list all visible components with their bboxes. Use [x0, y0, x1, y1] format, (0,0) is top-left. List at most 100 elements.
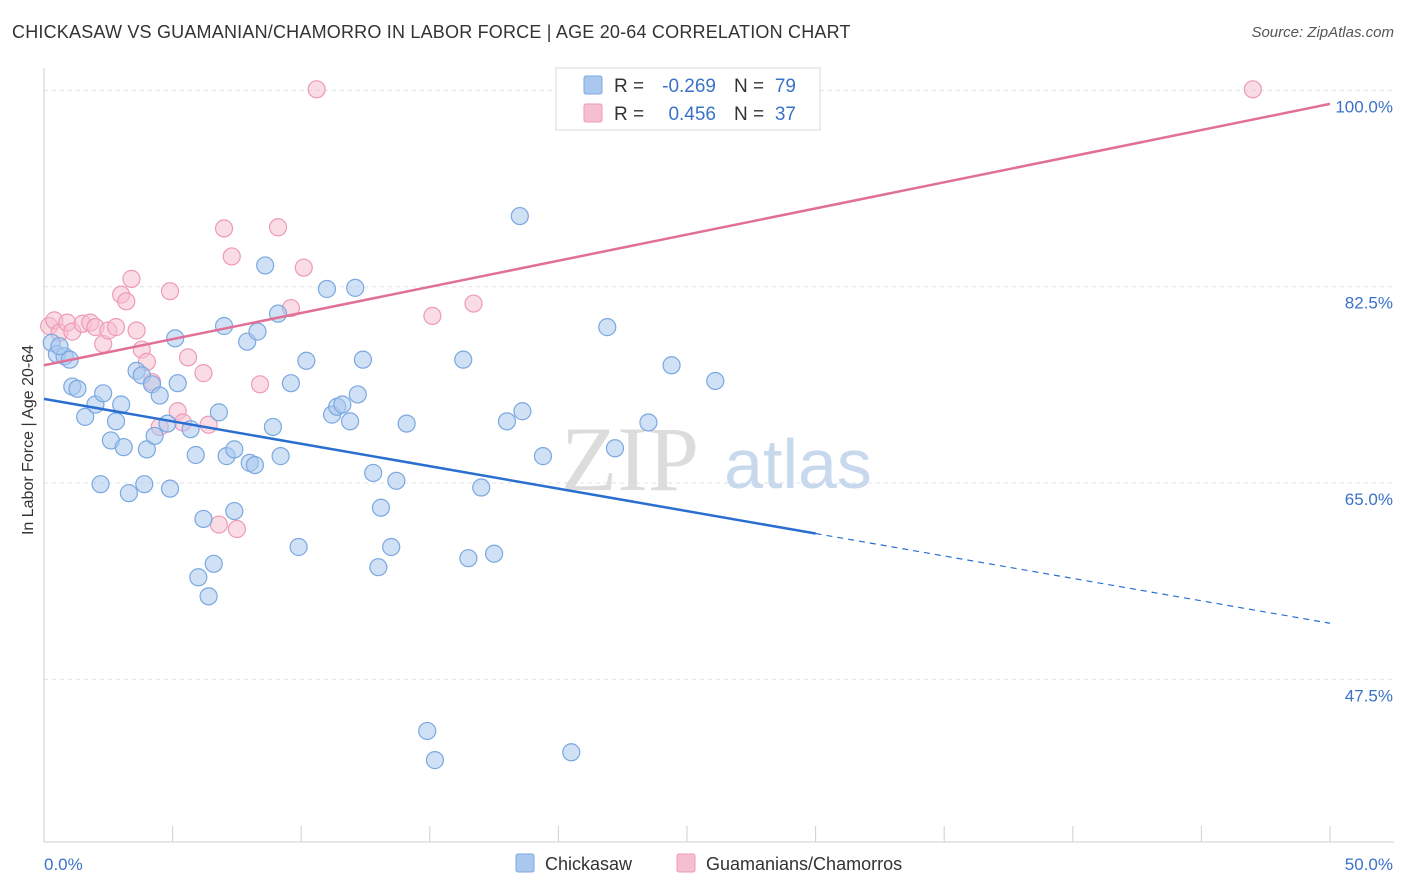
data-point-chickasaw [94, 384, 113, 403]
y-tick-label: 65.0% [1345, 490, 1393, 509]
trend-lines [43, 102, 1331, 624]
data-point-chickasaw [209, 403, 228, 422]
data-point-chickasaw [106, 412, 126, 431]
legend-swatch-blue [583, 75, 603, 95]
data-point-chickasaw [371, 498, 391, 517]
data-point-guamanian [178, 348, 198, 367]
data-point-chickasaw [706, 371, 725, 391]
data-point-chickasaw [510, 206, 529, 226]
data-point-chickasaw [387, 471, 406, 490]
data-point-guamanian [227, 519, 246, 539]
data-point-chickasaw [346, 278, 365, 297]
legend-pink-n-value: 37 [775, 104, 796, 125]
data-point-chickasaw [114, 438, 133, 457]
data-point-chickasaw [225, 440, 244, 459]
y-tick-label: 100.0% [1335, 97, 1393, 116]
data-point-chickasaw [472, 478, 491, 497]
watermark: ZIP atlas [561, 408, 872, 510]
trend-line-chickasaw [43, 397, 816, 535]
data-point-chickasaw [418, 721, 437, 741]
data-point-guamanian [464, 294, 483, 313]
data-point-chickasaw [662, 356, 681, 375]
data-point-chickasaw [68, 379, 87, 398]
data-point-chickasaw [245, 455, 265, 475]
data-point-chickasaw [533, 447, 553, 466]
data-point-chickasaw [91, 475, 110, 494]
trend-line-chickasaw-extension [815, 532, 1331, 624]
series-legend-blue: Chickasaw [545, 854, 633, 874]
data-point-chickasaw [214, 316, 234, 336]
data-point-guamanian [209, 515, 228, 534]
data-point-chickasaw [297, 351, 316, 370]
data-point-guamanian [250, 375, 270, 394]
legend-swatch-pink [583, 103, 603, 123]
data-point-guamanian [294, 258, 313, 277]
data-point-chickasaw [513, 402, 532, 421]
legend-blue-r-label: R = [614, 76, 644, 97]
series-legend-swatch-blue [515, 853, 535, 873]
chart-title: CHICKASAW VS GUAMANIAN/CHAMORRO IN LABOR… [12, 22, 851, 42]
legend-blue-r-value: -0.269 [662, 76, 716, 97]
data-point-chickasaw [248, 322, 267, 341]
data-point-chickasaw [189, 568, 208, 587]
data-point-chickasaw [168, 374, 187, 393]
axes [43, 68, 1394, 843]
x-tick-label: 0.0% [44, 855, 83, 874]
legend-pink-r-value: 0.456 [668, 104, 716, 125]
data-point-chickasaw [369, 558, 388, 577]
data-point-chickasaw [454, 350, 473, 369]
trend-line-guamanian [43, 102, 1331, 367]
data-point-chickasaw [317, 279, 337, 299]
legend-pink-n-label: N = [734, 104, 764, 125]
stats-legend: R = -0.269 N = 79 R = 0.456 N = 37 [555, 67, 821, 131]
data-point-chickasaw [397, 414, 416, 433]
data-point-chickasaw [598, 318, 617, 337]
source-credit: Source: ZipAtlas.com [1251, 24, 1394, 41]
data-point-chickasaw [160, 479, 180, 498]
data-point-guamanian [160, 282, 180, 301]
data-point-chickasaw [497, 412, 517, 431]
data-point-chickasaw [119, 484, 138, 503]
data-point-chickasaw [364, 463, 383, 483]
data-point-chickasaw [225, 501, 244, 521]
data-point-chickasaw [135, 475, 154, 494]
data-point-chickasaw [137, 440, 156, 459]
tick-labels: 47.5% 65.0% 82.5% 100.0% 0.0% 50.0% [44, 97, 1393, 874]
data-point-guamanian [423, 306, 442, 326]
legend-blue-n-label: N = [734, 76, 764, 97]
watermark-atlas: atlas [724, 425, 872, 503]
data-point-chickasaw [340, 412, 360, 431]
data-point-guamanian [122, 269, 141, 288]
data-point-guamanian [1243, 80, 1262, 99]
series-legend-pink: Guamanians/Chamorros [706, 854, 902, 874]
legend-blue-n-value: 79 [775, 76, 796, 97]
y-tick-label: 47.5% [1345, 686, 1393, 705]
data-point-chickasaw [605, 439, 625, 458]
data-point-chickasaw [459, 549, 478, 568]
data-point-guamanian [194, 364, 213, 383]
data-point-chickasaw [348, 385, 367, 404]
data-point-chickasaw [485, 544, 504, 563]
data-point-chickasaw [199, 587, 218, 606]
data-point-chickasaw [281, 374, 301, 393]
data-point-chickasaw [186, 445, 205, 465]
data-point-chickasaw [333, 395, 352, 414]
data-point-chickasaw [289, 537, 308, 557]
data-point-chickasaw [263, 417, 283, 437]
data-point-guamanian [106, 318, 126, 337]
series-legend: Chickasaw Guamanians/Chamorros [515, 853, 902, 874]
data-point-chickasaw [158, 414, 177, 433]
data-point-chickasaw [50, 337, 69, 356]
data-point-chickasaw [425, 751, 445, 770]
data-point-chickasaw [204, 554, 223, 573]
data-point-chickasaw [76, 407, 95, 426]
series-chickasaw-points [42, 206, 725, 770]
data-point-chickasaw [145, 426, 164, 446]
data-point-guamanian [117, 292, 136, 311]
data-point-guamanian [222, 247, 241, 266]
data-point-guamanian [307, 80, 326, 99]
data-point-chickasaw [150, 386, 169, 405]
data-point-guamanian [127, 321, 146, 340]
data-point-chickasaw [271, 447, 290, 466]
legend-pink-r-label: R = [614, 104, 644, 125]
